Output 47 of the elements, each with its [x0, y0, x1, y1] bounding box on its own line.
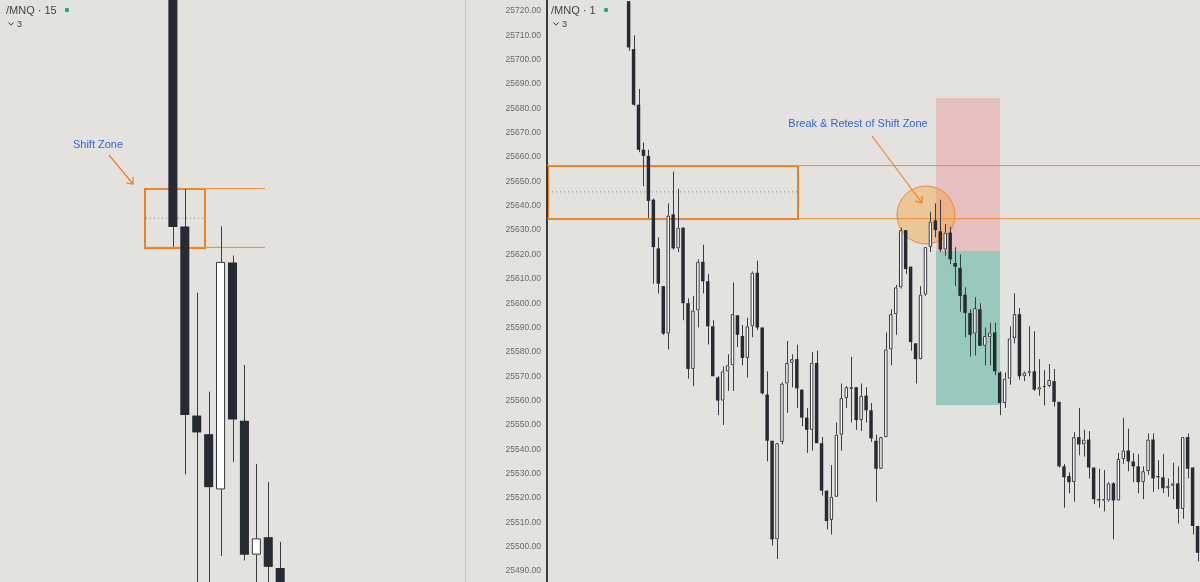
candlestick	[1121, 417, 1126, 465]
candlestick	[1027, 325, 1032, 377]
chart-title: /MNQ · 1	[551, 4, 596, 16]
y-tick-label: 25520.00	[505, 492, 542, 503]
y-tick-label: 25590.00	[505, 321, 542, 332]
y-tick-label: 25700.00	[505, 54, 542, 64]
text: 3	[17, 19, 23, 29]
candlestick	[735, 314, 740, 348]
candlestick	[715, 375, 720, 416]
chart-title: /MNQ · 15	[6, 4, 57, 16]
y-tick-label: 25540.00	[505, 443, 542, 454]
candlestick	[953, 246, 957, 287]
candlestick	[844, 385, 849, 409]
y-tick-label: 25670.00	[505, 127, 542, 138]
candlestick	[938, 199, 943, 253]
y-tick-label: 25560.00	[505, 394, 542, 405]
y-tick-label: 25500.00	[505, 541, 542, 552]
text: 3	[562, 19, 568, 29]
y-tick-label: 25640.00	[505, 200, 542, 211]
y-tick-label: 25630.00	[505, 224, 542, 235]
candlestick	[1101, 469, 1106, 512]
candlestick	[1037, 358, 1041, 397]
annotation: Break & Retest of Shift Zone	[788, 117, 928, 129]
y-tick-label: 25660.00	[505, 151, 542, 162]
candlestick	[1042, 369, 1046, 406]
candlestick	[725, 353, 730, 392]
y-tick-label: 25510.00	[505, 516, 542, 527]
candlestick	[251, 463, 261, 582]
candlestick	[192, 292, 202, 582]
y-tick-label: 25710.00	[505, 29, 542, 40]
y-tick-label: 25720.00	[505, 5, 542, 16]
candlestick	[1106, 481, 1111, 503]
y-tick-label: 25570.00	[505, 370, 542, 381]
candlestick	[275, 541, 285, 582]
y-tick-label: 25580.00	[505, 346, 542, 357]
annotation: Shift Zone	[72, 138, 124, 150]
y-tick-label: 25690.00	[505, 78, 542, 89]
candlestick	[1131, 452, 1135, 483]
y-tick-label: 25620.00	[505, 248, 542, 259]
y-tick-label: 25610.00	[505, 273, 542, 284]
y-tick-label: 25530.00	[505, 467, 542, 478]
candlestick	[1032, 330, 1037, 392]
y-tick-label: 25650.00	[505, 175, 542, 186]
y-tick-label: 25550.00	[505, 419, 542, 430]
y-tick-label: 25600.00	[505, 297, 542, 308]
y-tick-label: 25680.00	[505, 102, 542, 113]
y-tick-label: 25490.00	[505, 565, 542, 576]
